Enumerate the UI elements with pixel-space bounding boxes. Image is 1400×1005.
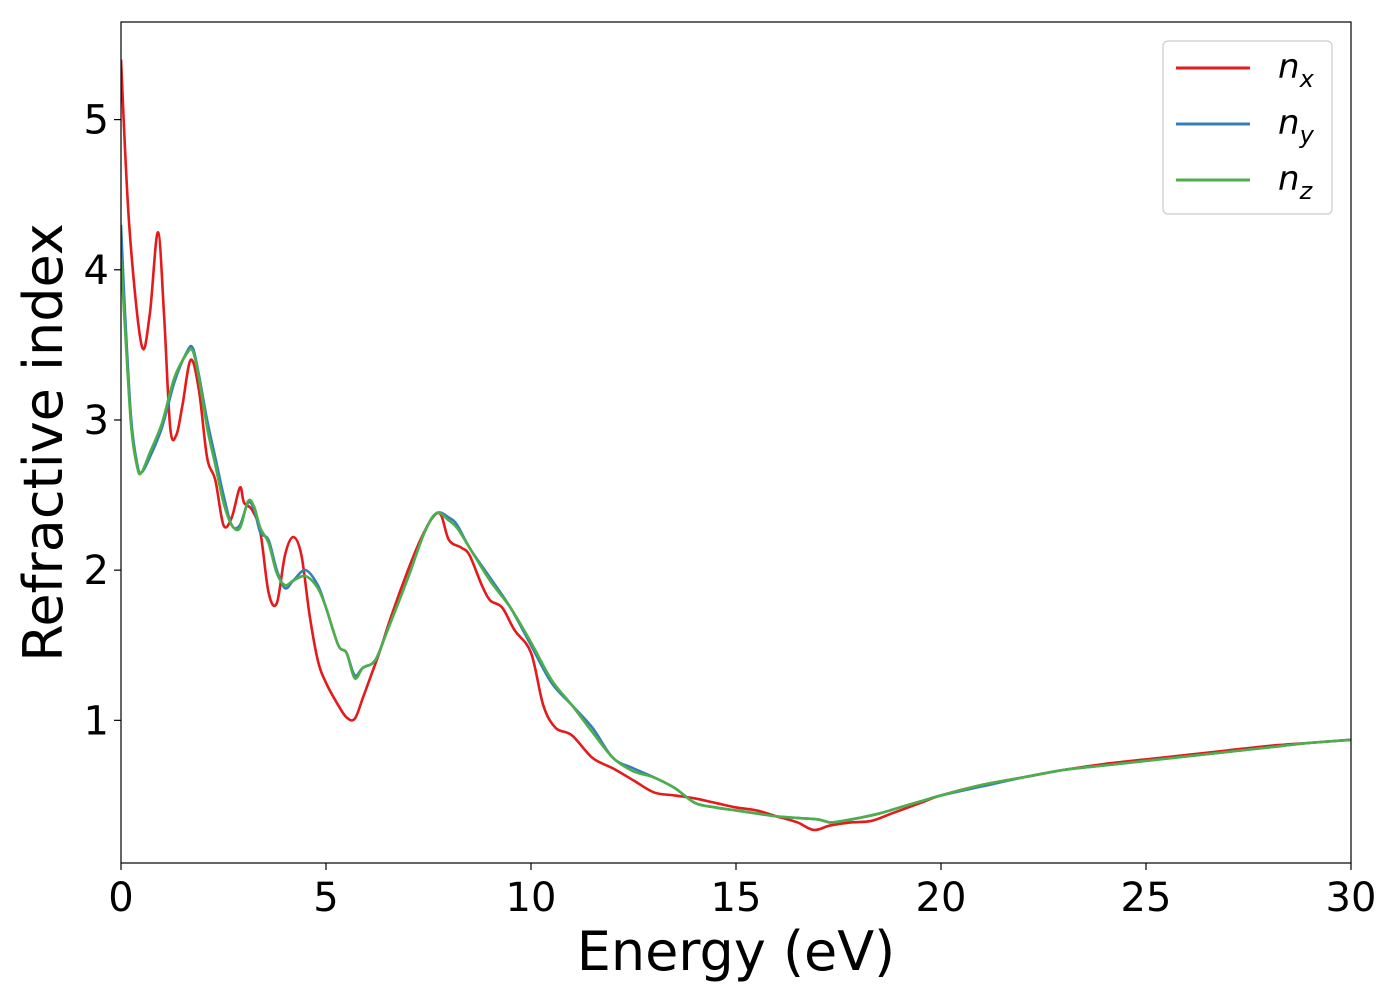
x-axis-ticks: 0 5 10 15 20 25 30 (108, 863, 1376, 921)
legend-label-nx: nx (1278, 47, 1315, 93)
x-tick-label: 15 (711, 875, 762, 921)
series-line-nz (121, 257, 1351, 824)
x-tick-label: 10 (506, 875, 557, 921)
x-tick-label: 20 (916, 875, 967, 921)
series-line-ny (121, 224, 1351, 824)
legend: nx ny nz (1162, 40, 1333, 215)
x-tick-label: 25 (1121, 875, 1172, 921)
legend-label-nz: nz (1278, 159, 1314, 205)
series-line-nx (121, 59, 1351, 832)
legend-box (1162, 40, 1333, 215)
y-tick-label: 2 (84, 548, 109, 594)
x-axis-title: Energy (eV) (577, 920, 896, 983)
series-layer (121, 59, 1351, 832)
x-tick-label: 5 (313, 875, 338, 921)
y-tick-label: 1 (84, 698, 109, 744)
y-axis-ticks: 1 2 3 4 5 (84, 98, 121, 744)
y-tick-label: 3 (84, 398, 109, 444)
x-tick-label: 0 (108, 875, 133, 921)
legend-label-ny: ny (1278, 103, 1315, 149)
x-tick-label: 30 (1326, 875, 1377, 921)
y-tick-label: 5 (84, 98, 109, 144)
y-axis-title: Refractive index (12, 223, 75, 662)
y-tick-label: 4 (84, 248, 109, 294)
